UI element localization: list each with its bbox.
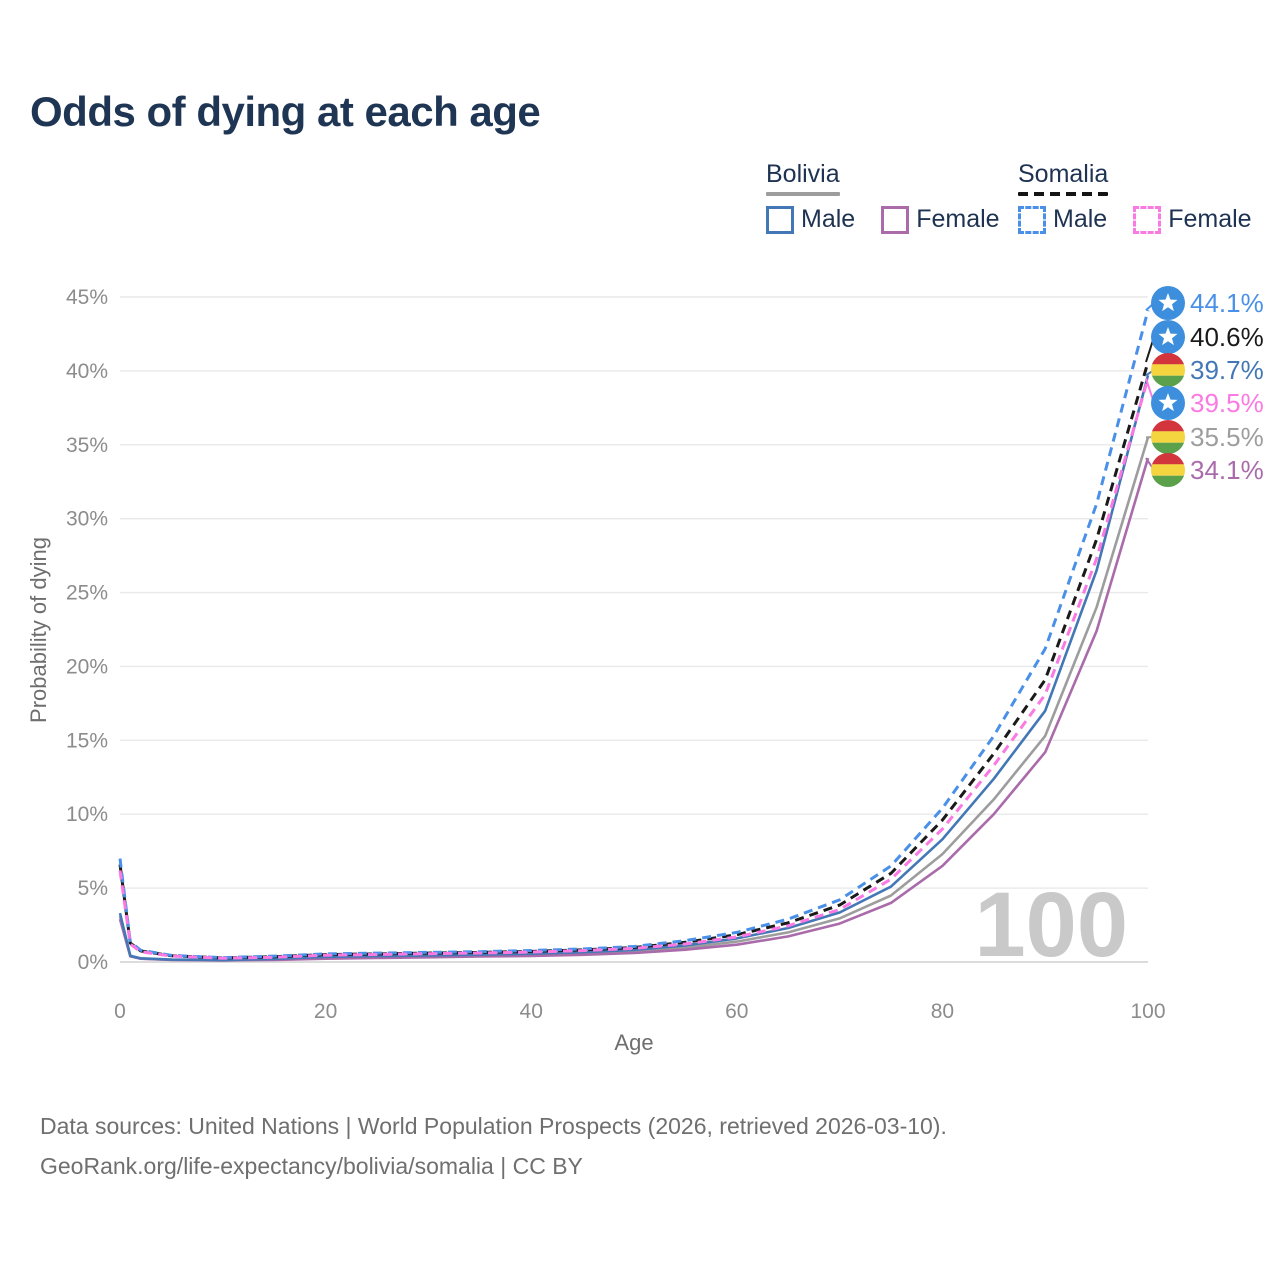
end-label-somalia-all[interactable]: 40.6% [1145, 320, 1264, 363]
attribution-line: GeoRank.org/life-expectancy/bolivia/soma… [40, 1153, 583, 1179]
footer: Data sources: United Nations | World Pop… [40, 1106, 947, 1186]
end-value-label: 39.7% [1190, 355, 1264, 385]
end-label-somalia-male[interactable]: 44.1% [1145, 286, 1264, 320]
x-tick-label: 20 [314, 1000, 337, 1023]
legend-country-somalia[interactable]: Somalia [1018, 160, 1109, 196]
legend-items-somalia: Male Female [1018, 205, 1252, 234]
legend-item-label: Female [916, 205, 1000, 233]
bolivia-flag-icon [1151, 420, 1185, 454]
page-title: Odds of dying at each age [30, 88, 541, 135]
y-tick-label: 0% [78, 951, 108, 974]
end-value-label: 34.1% [1190, 455, 1264, 485]
x-tick-label: 80 [931, 1000, 954, 1023]
series-line-bolivia-male[interactable] [118, 374, 1150, 962]
end-label-somalia-female[interactable]: 39.5% [1145, 377, 1264, 420]
end-value-label: 40.6% [1190, 322, 1264, 352]
mortality-line-chart[interactable]: 0% 5% 10% 15% 20% 25% 30% 35% 40% 45% 0 20 40 60 80 100… [0, 270, 1280, 1060]
somalia-flag-icon [1151, 386, 1185, 420]
y-tick-label: 25% [66, 582, 108, 605]
y-tick-label: 10% [66, 803, 108, 826]
end-value-label: 35.5% [1190, 422, 1264, 452]
legend-country-label: Bolivia [766, 160, 840, 188]
y-tick-label: 35% [66, 434, 108, 457]
hover-age-watermark: 100 [975, 874, 1129, 976]
bolivia-line-style-sample [766, 192, 840, 196]
bolivia-male-swatch-icon [766, 205, 794, 234]
chart-area[interactable]: 0% 5% 10% 15% 20% 25% 30% 35% 40% 45% 0 20 40 60 80 100… [0, 270, 1280, 1060]
series-line-somalia-male[interactable] [118, 309, 1150, 960]
y-tick-label: 30% [66, 508, 108, 531]
x-tick-label: 60 [725, 1000, 748, 1023]
y-tick-label: 5% [78, 877, 108, 900]
legend-item-label: Female [1168, 205, 1252, 233]
end-label-bolivia-female[interactable]: 34.1% [1145, 453, 1264, 487]
legend-item-somalia-male[interactable]: Male [1018, 205, 1107, 234]
bolivia-female-swatch-icon [881, 205, 910, 234]
legend-group-somalia: Somalia Male Female [1018, 160, 1252, 234]
legend-country-label: Somalia [1018, 160, 1109, 188]
somalia-flag-icon [1151, 286, 1185, 320]
bolivia-flag-icon [1151, 353, 1185, 387]
data-sources-line: Data sources: United Nations | World Pop… [40, 1113, 947, 1139]
y-tick-label: 15% [66, 729, 108, 752]
somalia-female-swatch-icon [1133, 205, 1162, 234]
end-value-label: 44.1% [1190, 288, 1264, 318]
x-axis-title: Age [614, 1030, 653, 1055]
y-tick-label: 40% [66, 360, 108, 383]
legend-items-bolivia: Male Female [766, 205, 1000, 234]
legend-item-label: Male [801, 205, 856, 233]
legend-country-bolivia[interactable]: Bolivia [766, 160, 840, 196]
x-tick-label: 0 [114, 1000, 126, 1023]
legend-item-somalia-female[interactable]: Female [1133, 205, 1252, 234]
y-tick-label: 45% [66, 286, 108, 309]
x-tick-label: 40 [520, 1000, 543, 1023]
series-line-somalia-all[interactable] [118, 361, 1150, 960]
bolivia-flag-icon [1151, 453, 1185, 487]
y-axis-title: Probability of dying [26, 537, 51, 723]
legend-group-bolivia: Bolivia Male Female [766, 160, 1000, 234]
legend-item-label: Male [1053, 205, 1108, 233]
end-value-label: 39.5% [1190, 388, 1264, 418]
somalia-flag-icon [1151, 320, 1185, 354]
somalia-male-swatch-icon [1018, 205, 1046, 234]
legend-item-bolivia-female[interactable]: Female [881, 205, 1000, 234]
y-tick-label: 20% [66, 655, 108, 678]
end-label-bolivia-male[interactable]: 39.7% [1145, 353, 1264, 387]
end-label-bolivia-all[interactable]: 35.5% [1145, 420, 1264, 454]
legend-item-bolivia-male[interactable]: Male [766, 205, 855, 234]
somalia-line-style-sample [1018, 192, 1109, 196]
series-line-somalia-female[interactable] [118, 377, 1150, 960]
x-tick-label: 100 [1130, 1000, 1165, 1023]
